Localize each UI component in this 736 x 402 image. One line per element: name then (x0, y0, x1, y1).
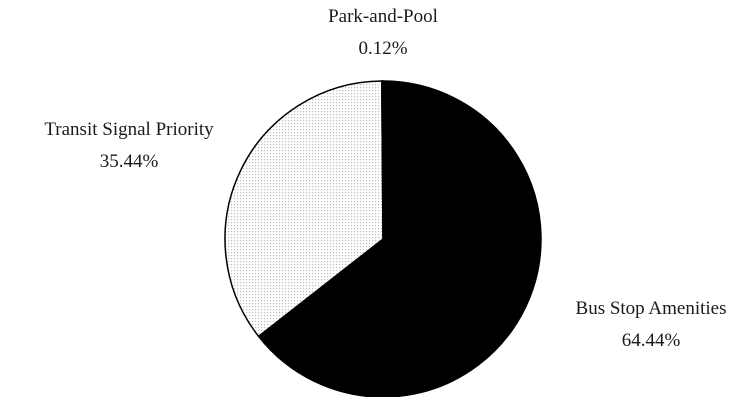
slice-label: Bus Stop Amenities (576, 298, 727, 319)
slice-label: Transit Signal Priority (44, 119, 214, 140)
slice-value-label: 35.44% (100, 151, 159, 172)
pie-slices (224, 80, 542, 398)
slice-value-label: 64.44% (622, 330, 681, 351)
pie-slice-bus-stop-amenities (257, 80, 542, 398)
pie-slice-park-and-pool (381, 80, 384, 240)
slice-label: Park-and-Pool (328, 6, 438, 27)
pie-labels: Bus Stop Amenities 64.44% Transit Signal P… (44, 6, 726, 351)
pie-slice-transit-signal-priority (224, 80, 384, 338)
slice-value-label: 0.12% (358, 38, 407, 59)
